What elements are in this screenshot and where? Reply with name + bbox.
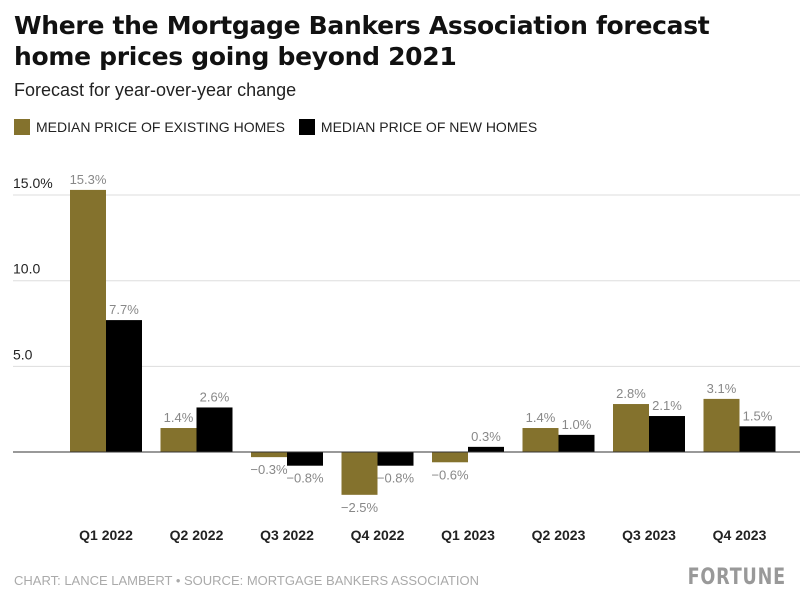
x-tick-label: Q3 2022 (260, 527, 314, 543)
legend-label-existing: MEDIAN PRICE OF EXISTING HOMES (36, 119, 285, 135)
legend-item-existing: MEDIAN PRICE OF EXISTING HOMES (14, 119, 285, 135)
data-label: 15.3% (70, 172, 107, 187)
legend-swatch-new (298, 119, 315, 135)
bar-new (377, 452, 414, 466)
x-tick-label: Q3 2023 (622, 527, 676, 543)
bar-existing (432, 452, 468, 463)
y-tick-label: 10.0 (13, 261, 40, 277)
fortune-logo: FORTUNE (687, 565, 786, 590)
data-label: 1.0% (562, 417, 592, 432)
y-tick-label: 15.0% (13, 175, 53, 191)
bar-new (649, 416, 685, 452)
x-tick-label: Q4 2023 (713, 527, 767, 543)
data-label: 1.4% (526, 410, 556, 425)
bar-new (558, 434, 595, 452)
data-label: 0.3% (471, 429, 501, 444)
y-tick-label: 5.0 (13, 346, 33, 362)
bar-new (196, 407, 233, 452)
data-label: 2.6% (200, 389, 230, 404)
bar-existing (703, 398, 740, 452)
legend: MEDIAN PRICE OF EXISTING HOMES MEDIAN PR… (14, 119, 551, 135)
bar-new (739, 426, 776, 452)
chart-credit: CHART: LANCE LAMBERT • SOURCE: MORTGAGE … (14, 573, 479, 588)
data-label: 3.1% (707, 381, 737, 396)
legend-swatch-existing (14, 119, 30, 135)
bar-new (468, 446, 504, 452)
data-label: −0.6% (431, 467, 469, 482)
x-tick-label: Q1 2022 (79, 527, 133, 543)
chart-subtitle: Forecast for year-over-year change (14, 80, 297, 100)
bar-new (106, 320, 142, 452)
x-tick-label: Q1 2023 (441, 527, 495, 543)
data-label: 7.7% (109, 302, 139, 317)
bar-existing (160, 428, 197, 452)
legend-label-new: MEDIAN PRICE OF NEW HOMES (320, 119, 538, 135)
data-label: 2.1% (652, 398, 682, 413)
bar-existing (613, 404, 649, 452)
legend-item-new: MEDIAN PRICE OF NEW HOMES (298, 119, 538, 135)
chart-title: Where the Mortgage Bankers Association f… (14, 11, 710, 71)
data-label: 1.4% (164, 410, 194, 425)
data-label: 2.8% (616, 386, 646, 401)
data-label: −0.8% (377, 471, 415, 486)
x-tick-label: Q2 2023 (532, 527, 586, 543)
data-label: −0.3% (250, 462, 288, 477)
bar-existing (70, 189, 106, 452)
data-label: −0.8% (286, 471, 324, 486)
data-label: 1.5% (743, 408, 773, 423)
data-label: −2.5% (341, 500, 379, 515)
x-tick-label: Q4 2022 (351, 527, 405, 543)
bar-existing (522, 428, 559, 452)
x-tick-label: Q2 2022 (170, 527, 224, 543)
bar-existing (251, 452, 287, 458)
bar-chart: 5.0 10.0 15.0% 15.3% 7.7% Q1 2022 1.4% 2.6% Q2 2… (13, 172, 800, 543)
bar-existing (341, 452, 378, 495)
bar-new (287, 452, 323, 466)
